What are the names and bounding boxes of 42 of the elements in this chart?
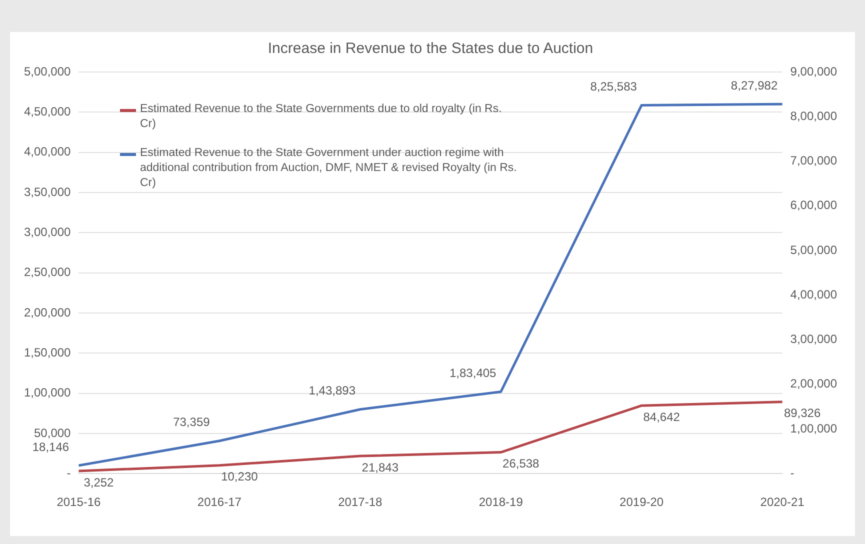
y2-tick-label: 3,00,000	[790, 332, 838, 346]
y-tick-label: 2,50,000	[24, 265, 72, 280]
y2-tick-label: 9,00,000	[790, 64, 838, 78]
x-tick-label: 2019-20	[620, 495, 664, 510]
chart-title: Increase in Revenue to the States due to Auction	[268, 40, 594, 58]
legend-label: Estimated Revenue to the State Governments due to old royalty (in Rs. Cr)	[140, 102, 503, 132]
y2-tick-label: -	[790, 466, 794, 480]
y-tick-label: 50,000	[34, 426, 72, 440]
y2-tick-label: 5,00,000	[790, 242, 838, 257]
data-label: 10,230	[221, 470, 258, 484]
data-label: 73,359	[173, 415, 210, 430]
x-tick-label: 2020-21	[760, 495, 805, 510]
data-label: 84,642	[643, 410, 680, 424]
y2-tick-label: 1,00,000	[790, 421, 838, 436]
x-tick-label: 2016-17	[197, 495, 242, 510]
y-tick-label: 5,00,000	[24, 64, 72, 78]
data-label: 26,538	[502, 456, 540, 471]
y2-tick-label: 6,00,000	[790, 198, 838, 212]
legend-label: Estimated Revenue to the State Government under auction regime with additional contribution from Auction, DMF, NMET & revised Royalty (in Rs. Cr)	[140, 146, 518, 191]
y-tick-label: 4,50,000	[24, 104, 72, 118]
data-label: 3,252	[84, 475, 114, 490]
x-tick-label: 2015-16	[56, 495, 102, 510]
y-tick-label: 2,00,000	[24, 305, 72, 320]
data-label: 1,83,405	[450, 366, 497, 380]
data-label: 89,326	[784, 406, 821, 420]
x-tick-label: 2018-19	[478, 495, 524, 510]
y2-tick-label: 7,00,000	[790, 154, 838, 168]
x-tick-label: 2017-18	[338, 495, 382, 510]
y2-tick-label: 4,00,000	[790, 287, 838, 302]
y-tick-label: 3,00,000	[24, 224, 72, 239]
y-tick-label: 1,00,000	[24, 386, 72, 400]
y-tick-label: 4,00,000	[24, 144, 72, 159]
data-label: 18,146	[32, 440, 70, 454]
data-label: 1,43,893	[308, 384, 356, 398]
y-tick-label: 3,50,000	[24, 184, 72, 199]
y2-tick-label: 8,00,000	[790, 108, 838, 123]
y-tick-label: -	[66, 466, 71, 480]
data-label: 21,843	[362, 460, 399, 474]
y-tick-label: 1,50,000	[24, 345, 72, 360]
data-label: 8,25,583	[590, 80, 638, 94]
data-label: 8,27,982	[730, 78, 778, 92]
y2-tick-label: 2,00,000	[790, 376, 838, 391]
